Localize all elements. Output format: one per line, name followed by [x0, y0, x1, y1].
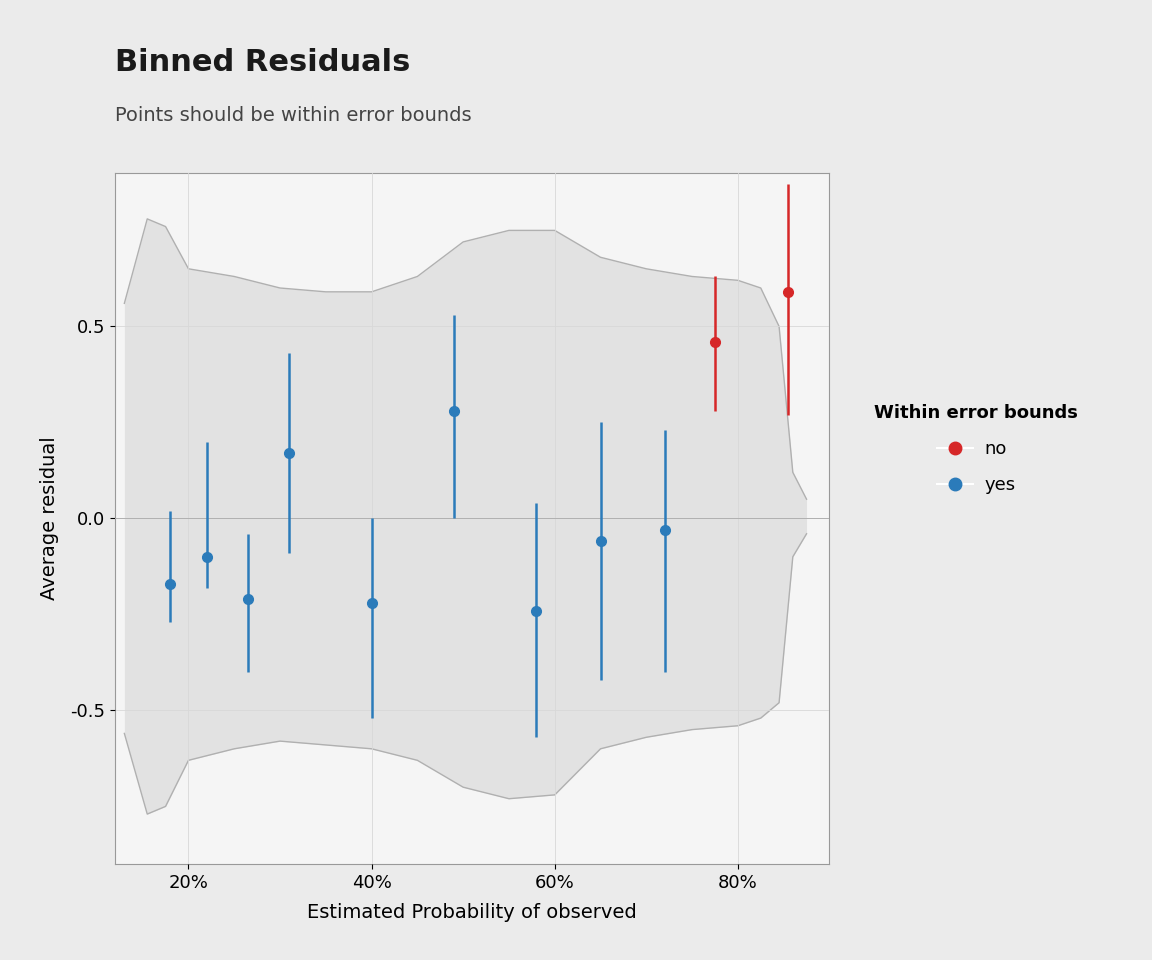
Legend: no, yes: no, yes	[867, 397, 1085, 501]
Y-axis label: Average residual: Average residual	[40, 437, 60, 600]
X-axis label: Estimated Probability of observed: Estimated Probability of observed	[308, 902, 637, 922]
Text: Binned Residuals: Binned Residuals	[115, 48, 410, 77]
Text: Points should be within error bounds: Points should be within error bounds	[115, 106, 472, 125]
